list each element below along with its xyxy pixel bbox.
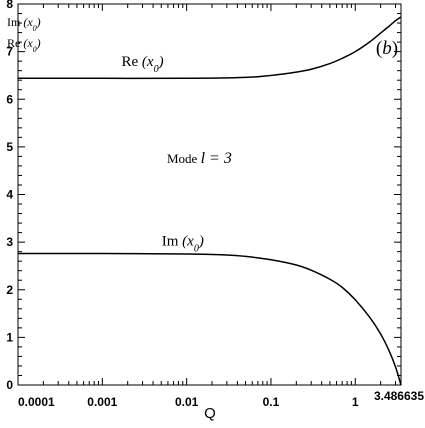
y-tick-label: 3 [6, 235, 13, 249]
x-tick-label: 3.486635 [374, 389, 424, 403]
series-label-im: Im (x0) [162, 233, 204, 254]
panel-label: (b) [376, 38, 398, 59]
series-lines [17, 16, 402, 386]
y-tick-label: 2 [6, 283, 13, 297]
legend-line-re: Re (x0) [7, 36, 41, 54]
x-tick-label: 0.001 [87, 395, 117, 409]
x-tick-label: 1 [352, 395, 359, 409]
x-tick-label: 0.01 [175, 395, 199, 409]
text-labels: Re (x0) Im (x0) Im (x0) Re (x0) (b) Mode l = … [7, 15, 398, 254]
x-axis-title: Q [204, 405, 216, 422]
tick-labels: 0 1 2 3 4 5 6 7 8 0.0001 0.001 0.01 0.1 1 3.486635 [6, 0, 424, 409]
plot-frame [17, 3, 402, 386]
x-tick-label: 0.0001 [18, 395, 55, 409]
y-tick-label: 6 [6, 92, 13, 106]
ticks [17, 3, 402, 386]
x-tick-label: 0.1 [263, 395, 280, 409]
y-tick-label: 5 [6, 140, 13, 154]
series-line-re [18, 16, 402, 80]
mode-annotation: Mode l = 3 [167, 150, 232, 167]
series-line-im [17, 252, 402, 386]
legend-line-im: Im (x0) [7, 15, 41, 33]
series-label-re: Re (x0) [122, 54, 164, 75]
y-tick-label: 0 [6, 378, 13, 392]
y-tick-label: 7 [6, 45, 13, 59]
y-tick-label: 1 [6, 330, 13, 344]
y-tick-label: 8 [6, 0, 13, 11]
y-tick-label: 4 [6, 188, 13, 202]
